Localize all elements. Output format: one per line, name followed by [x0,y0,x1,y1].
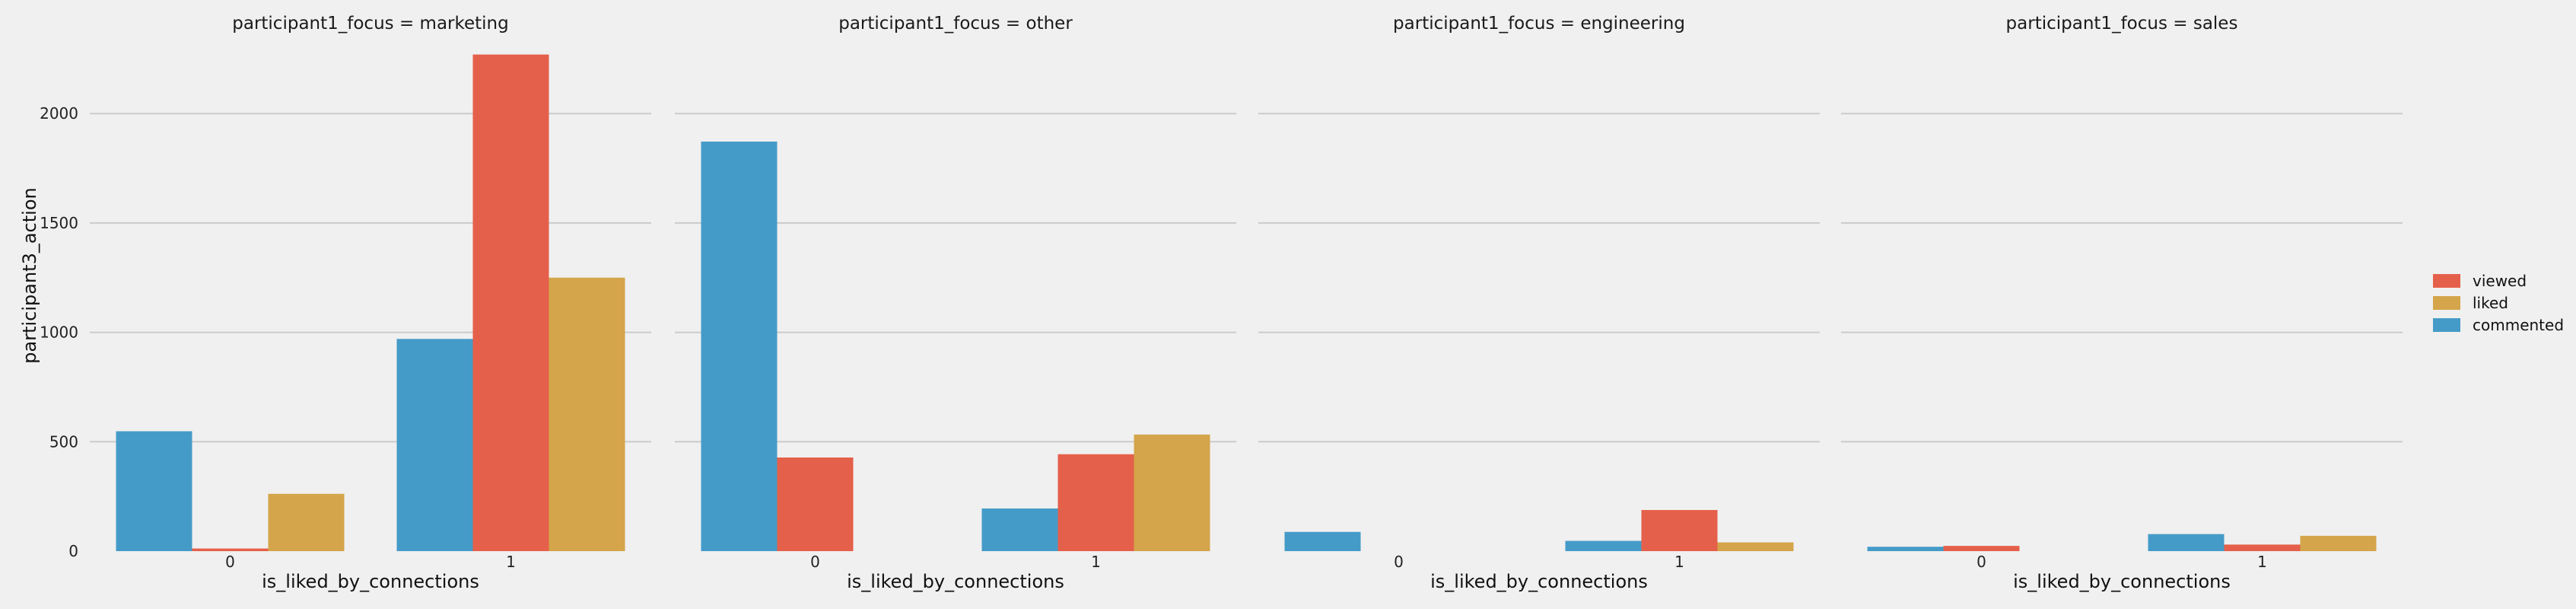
bar-commented [981,508,1058,551]
panel-title: participant1_focus = other [838,14,1073,33]
x-tick-label: 1 [1674,553,1684,571]
x-tick-label: 0 [1394,553,1404,571]
bar-liked [1134,434,1210,551]
panel-title: participant1_focus = engineering [1393,14,1685,33]
x-axis-label: is_liked_by_connections [847,571,1064,592]
bar-liked [549,277,625,551]
bar-commented [701,141,778,551]
bar-commented [2148,534,2225,551]
x-tick-label: 1 [1091,553,1101,571]
legend-label-liked: liked [2473,294,2508,312]
bar-liked [268,493,345,551]
bar-viewed [192,548,269,551]
y-tick-label: 500 [49,432,78,451]
bar-viewed [777,457,854,551]
bar-commented [1867,547,1944,551]
bar-viewed [2224,544,2301,551]
panel-title: participant1_focus = sales [2006,14,2238,33]
legend-label-viewed: viewed [2473,272,2527,290]
bar-commented [1284,531,1361,551]
x-axis-label: is_liked_by_connections [262,571,479,592]
bar-commented [116,431,192,551]
y-tick-label: 1000 [40,324,78,342]
bar-viewed [1057,454,1134,551]
facet-panel: participant1_focus = engineering 0 1 is_lik… [1258,14,1820,592]
x-tick-label: 0 [225,553,235,571]
panel-title: participant1_focus = marketing [232,14,508,33]
bar-viewed [472,54,549,551]
bar-viewed [1641,509,1718,551]
x-axis-label: is_liked_by_connections [1430,571,1648,592]
y-tick-label: 1500 [40,214,78,232]
x-tick-label: 1 [506,553,516,571]
y-tick-label: 0 [68,542,78,560]
bar-liked [2300,535,2377,551]
facet-panel: participant1_focus = sales 0 1 is_liked_by_… [1841,14,2403,592]
bar-liked [1717,542,1794,551]
legend-label-commented: commented [2473,316,2564,334]
bar-commented [1565,540,1642,551]
x-tick-label: 0 [810,553,820,571]
facet-panel: 0 500 1000 1500 2000 participant1_focus = mar… [40,14,651,592]
facet-panel: participant1_focus = other 0 1 is_liked_by_… [675,14,1236,592]
legend-swatch-viewed [2433,274,2460,288]
bar-viewed [1943,546,2020,551]
legend: viewed liked commented [2433,272,2564,334]
x-tick-label: 1 [2257,553,2267,571]
legend-swatch-liked [2433,296,2460,310]
y-tick-label: 2000 [40,104,78,123]
legend-swatch-commented [2433,318,2460,332]
x-axis-label: is_liked_by_connections [2013,571,2231,592]
y-axis-label: participant3_action [19,187,40,363]
x-tick-label: 0 [1977,553,1986,571]
bar-commented [396,339,473,551]
